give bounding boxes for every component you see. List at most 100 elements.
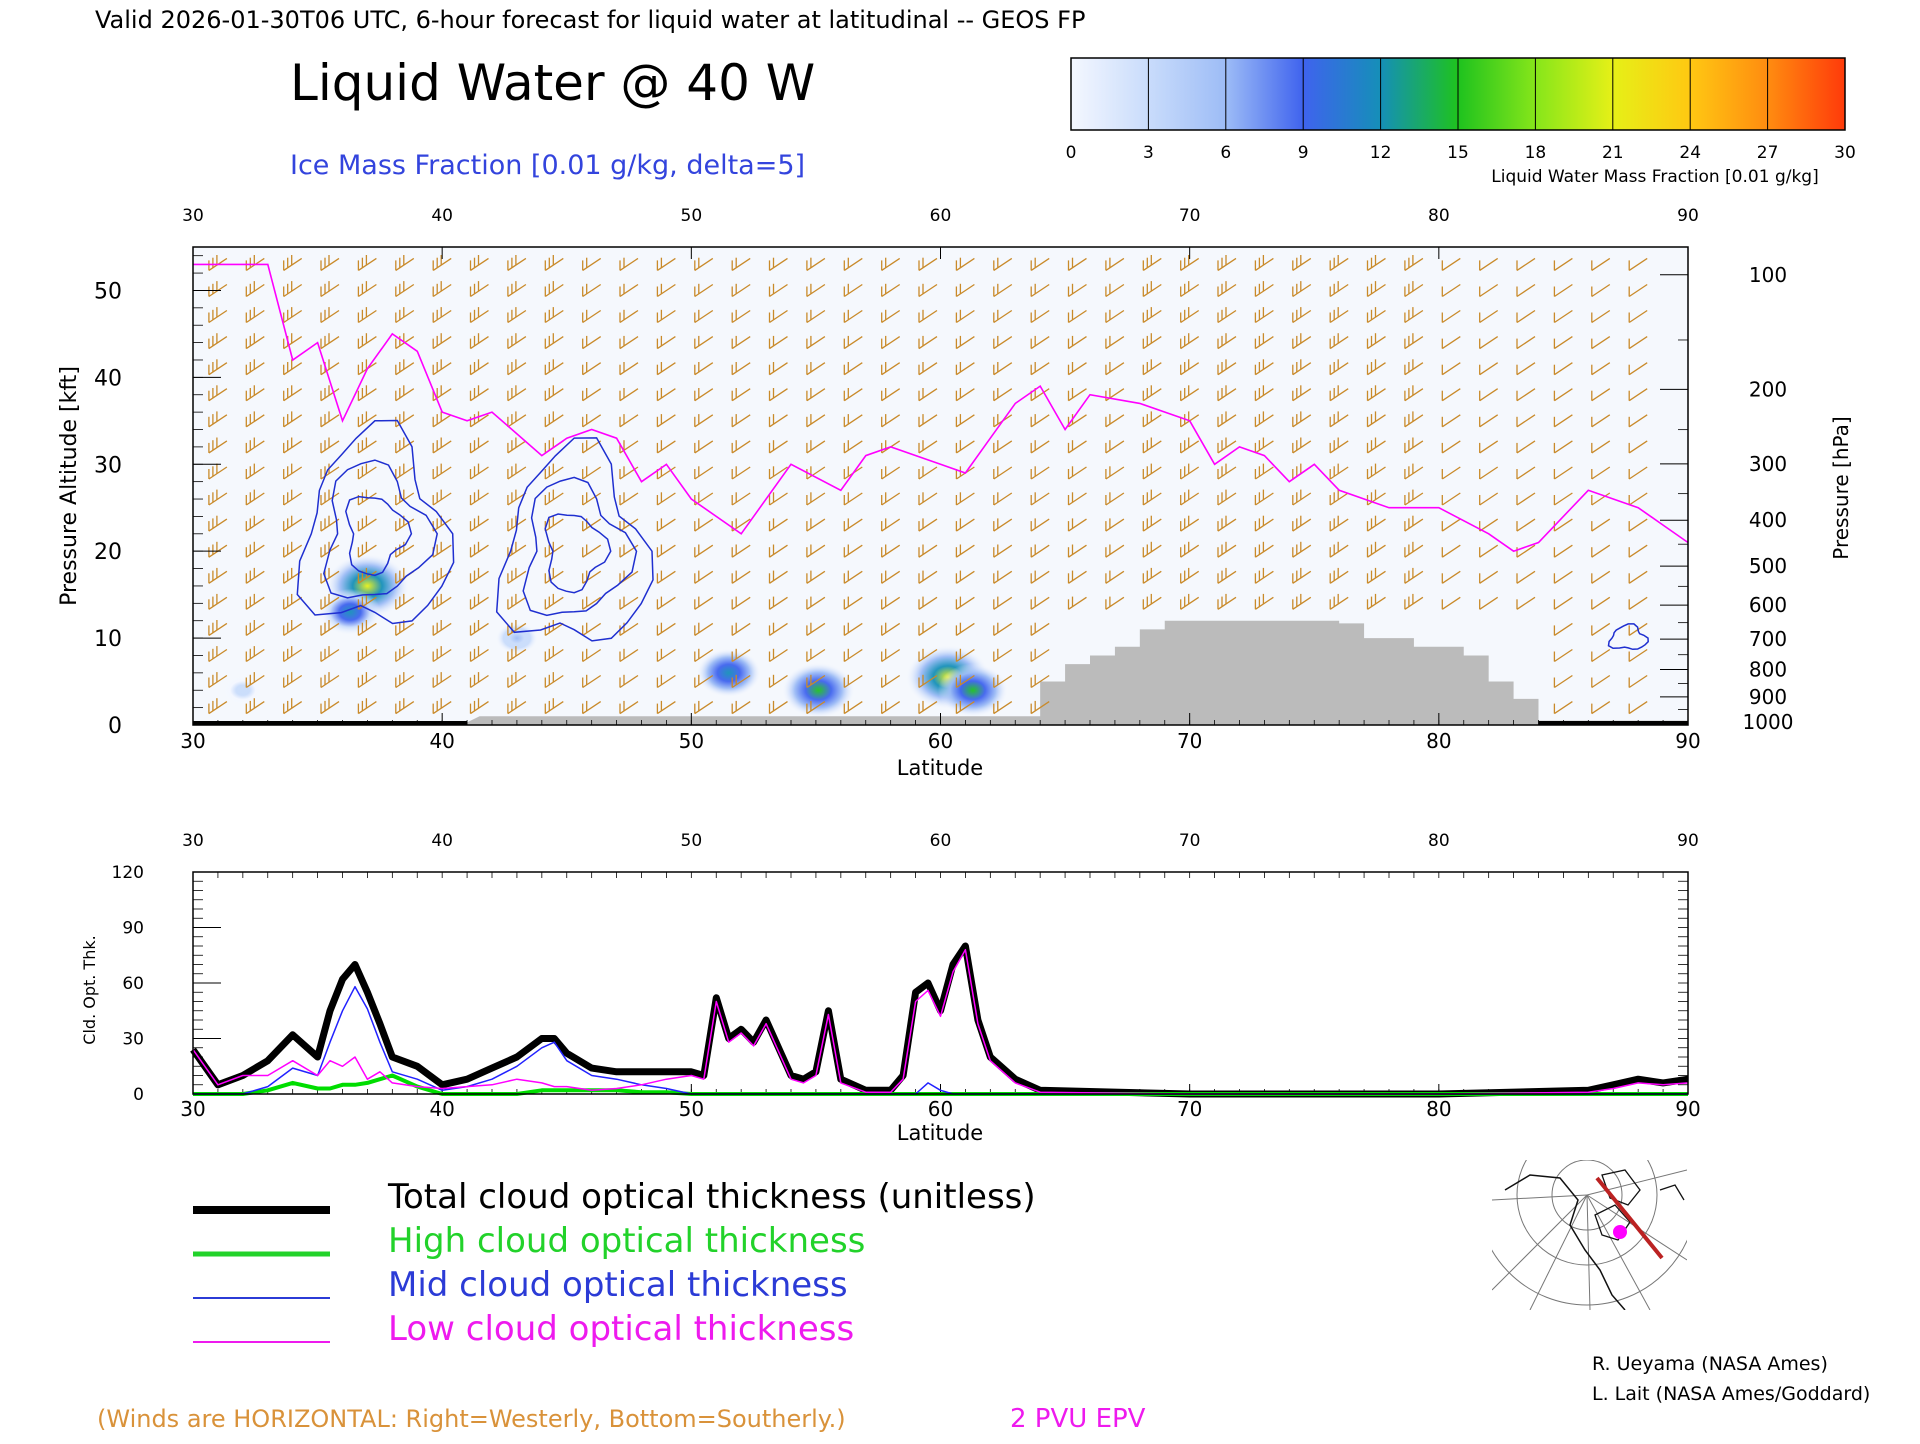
wind-barb-shaft bbox=[1628, 309, 1648, 324]
legend-label-mid: Mid cloud optical thickness bbox=[388, 1265, 848, 1305]
legend: Total cloud optical thickness (unitless)… bbox=[193, 1177, 1036, 1349]
wind-barb-shaft bbox=[1180, 466, 1200, 480]
wind-barb bbox=[694, 674, 714, 689]
wind-barb bbox=[843, 492, 863, 506]
wind-barb-shaft bbox=[806, 309, 826, 324]
wind-barb bbox=[1142, 281, 1162, 298]
wind-barb-shaft bbox=[320, 466, 340, 480]
wind-barb bbox=[1142, 593, 1162, 610]
wind-barb bbox=[993, 518, 1013, 532]
wind-barb-shaft bbox=[507, 466, 527, 480]
wind-barb-shaft bbox=[1404, 596, 1424, 610]
wind-barb bbox=[656, 440, 676, 454]
wind-barb-shaft bbox=[1628, 362, 1648, 376]
wind-barb bbox=[1105, 335, 1125, 350]
wind-barb bbox=[1329, 254, 1349, 271]
wind-barb bbox=[1441, 362, 1461, 376]
wind-barb bbox=[1292, 385, 1312, 402]
wind-barb-shaft bbox=[544, 257, 564, 271]
wind-barb bbox=[395, 437, 415, 454]
wind-barb-shaft bbox=[1217, 570, 1237, 584]
wind-barb-shaft bbox=[694, 388, 714, 402]
wind-barb bbox=[731, 388, 751, 402]
map-graticule bbox=[1492, 1160, 1687, 1310]
wind-barb bbox=[1516, 492, 1536, 506]
wind-barb-shaft bbox=[881, 674, 901, 689]
wind-barb-shaft bbox=[1142, 492, 1162, 506]
wind-barb-shaft bbox=[731, 257, 751, 271]
wind-barb-shaft bbox=[956, 518, 975, 532]
wind-barb bbox=[1479, 336, 1499, 350]
wind-barb bbox=[507, 593, 527, 610]
wind-barb-shaft bbox=[993, 257, 1013, 271]
wind-barb-shaft bbox=[544, 622, 564, 636]
wind-barb-shaft bbox=[1367, 570, 1386, 584]
wind-barb-shaft bbox=[993, 701, 1013, 715]
wind-barb-shaft bbox=[395, 674, 415, 689]
x-tick-label-top: 90 bbox=[1677, 831, 1699, 851]
wind-barb bbox=[1628, 544, 1648, 558]
wind-barb-shaft bbox=[657, 309, 676, 324]
wind-barb-shaft bbox=[1142, 596, 1162, 610]
wind-barbs bbox=[208, 254, 1648, 715]
wind-barb-shaft bbox=[1255, 466, 1274, 480]
wind-barb-shaft bbox=[1591, 648, 1611, 663]
pressure-tick-label: 100 bbox=[1749, 263, 1787, 287]
wind-barb bbox=[1180, 515, 1200, 532]
wind-barb bbox=[1067, 335, 1087, 350]
ice-contour bbox=[495, 437, 654, 642]
wind-barb-shaft bbox=[1180, 544, 1200, 558]
wind-barb-shaft bbox=[283, 544, 303, 558]
cross-section-axes: 3030404050506060707080809090010203040501… bbox=[94, 206, 1793, 753]
wind-barb-shaft bbox=[245, 309, 265, 324]
wind-barb-shaft bbox=[544, 570, 564, 584]
wind-barb-shaft bbox=[1142, 336, 1162, 350]
wind-barb-shaft bbox=[1628, 414, 1648, 428]
wind-barb-shaft bbox=[1030, 440, 1050, 454]
wind-barb-shaft bbox=[1255, 362, 1274, 376]
wind-barb bbox=[1441, 544, 1461, 558]
wind-barb bbox=[1591, 309, 1611, 324]
wind-barb-shaft bbox=[544, 518, 564, 532]
wind-barb bbox=[1366, 567, 1386, 584]
wind-barb-shaft bbox=[1105, 362, 1125, 376]
wind-barb-shaft bbox=[769, 518, 788, 532]
wind-barb-shaft bbox=[1068, 257, 1087, 271]
wind-barb bbox=[1254, 437, 1274, 454]
wind-barb-shaft bbox=[1516, 544, 1536, 558]
wind-barb bbox=[955, 648, 975, 663]
wind-barb-shaft bbox=[1554, 362, 1573, 376]
wind-barb bbox=[245, 646, 265, 663]
wind-barb bbox=[544, 646, 564, 663]
wind-barb bbox=[582, 309, 602, 324]
wind-barb bbox=[1217, 254, 1237, 271]
wind-barb bbox=[806, 700, 826, 715]
wind-barb bbox=[1479, 544, 1499, 558]
wind-barb bbox=[283, 359, 303, 376]
wind-barb-shaft bbox=[1217, 257, 1237, 271]
wind-barb bbox=[1628, 414, 1648, 428]
wind-barb-shaft bbox=[395, 466, 415, 480]
wind-barb bbox=[768, 596, 788, 610]
wind-barb bbox=[881, 257, 901, 271]
wind-barb bbox=[806, 414, 826, 428]
wind-barb bbox=[1553, 570, 1573, 584]
wind-barb-shaft bbox=[208, 648, 228, 663]
wind-barb-shaft bbox=[544, 596, 564, 610]
bottom-ylabel: Cld. Opt. Thk. bbox=[80, 935, 99, 1044]
wind-barb-shaft bbox=[432, 336, 452, 350]
wind-barb bbox=[694, 466, 714, 480]
wind-barb-shaft bbox=[1255, 388, 1274, 402]
wind-barb bbox=[806, 388, 826, 402]
wind-barb-shaft bbox=[1255, 544, 1274, 558]
wind-barb bbox=[544, 672, 564, 689]
credit-lait: L. Lait (NASA Ames/Goddard) bbox=[1592, 1383, 1870, 1405]
wind-barb bbox=[806, 335, 826, 350]
wind-barb bbox=[694, 518, 714, 532]
wind-barb-shaft bbox=[470, 596, 489, 610]
wind-barb-shaft bbox=[843, 257, 863, 271]
wind-barb-shaft bbox=[657, 257, 676, 271]
wind-barb-shaft bbox=[918, 648, 938, 663]
wind-barb-shaft bbox=[582, 466, 602, 480]
pressure-tick-label: 400 bbox=[1749, 508, 1787, 532]
